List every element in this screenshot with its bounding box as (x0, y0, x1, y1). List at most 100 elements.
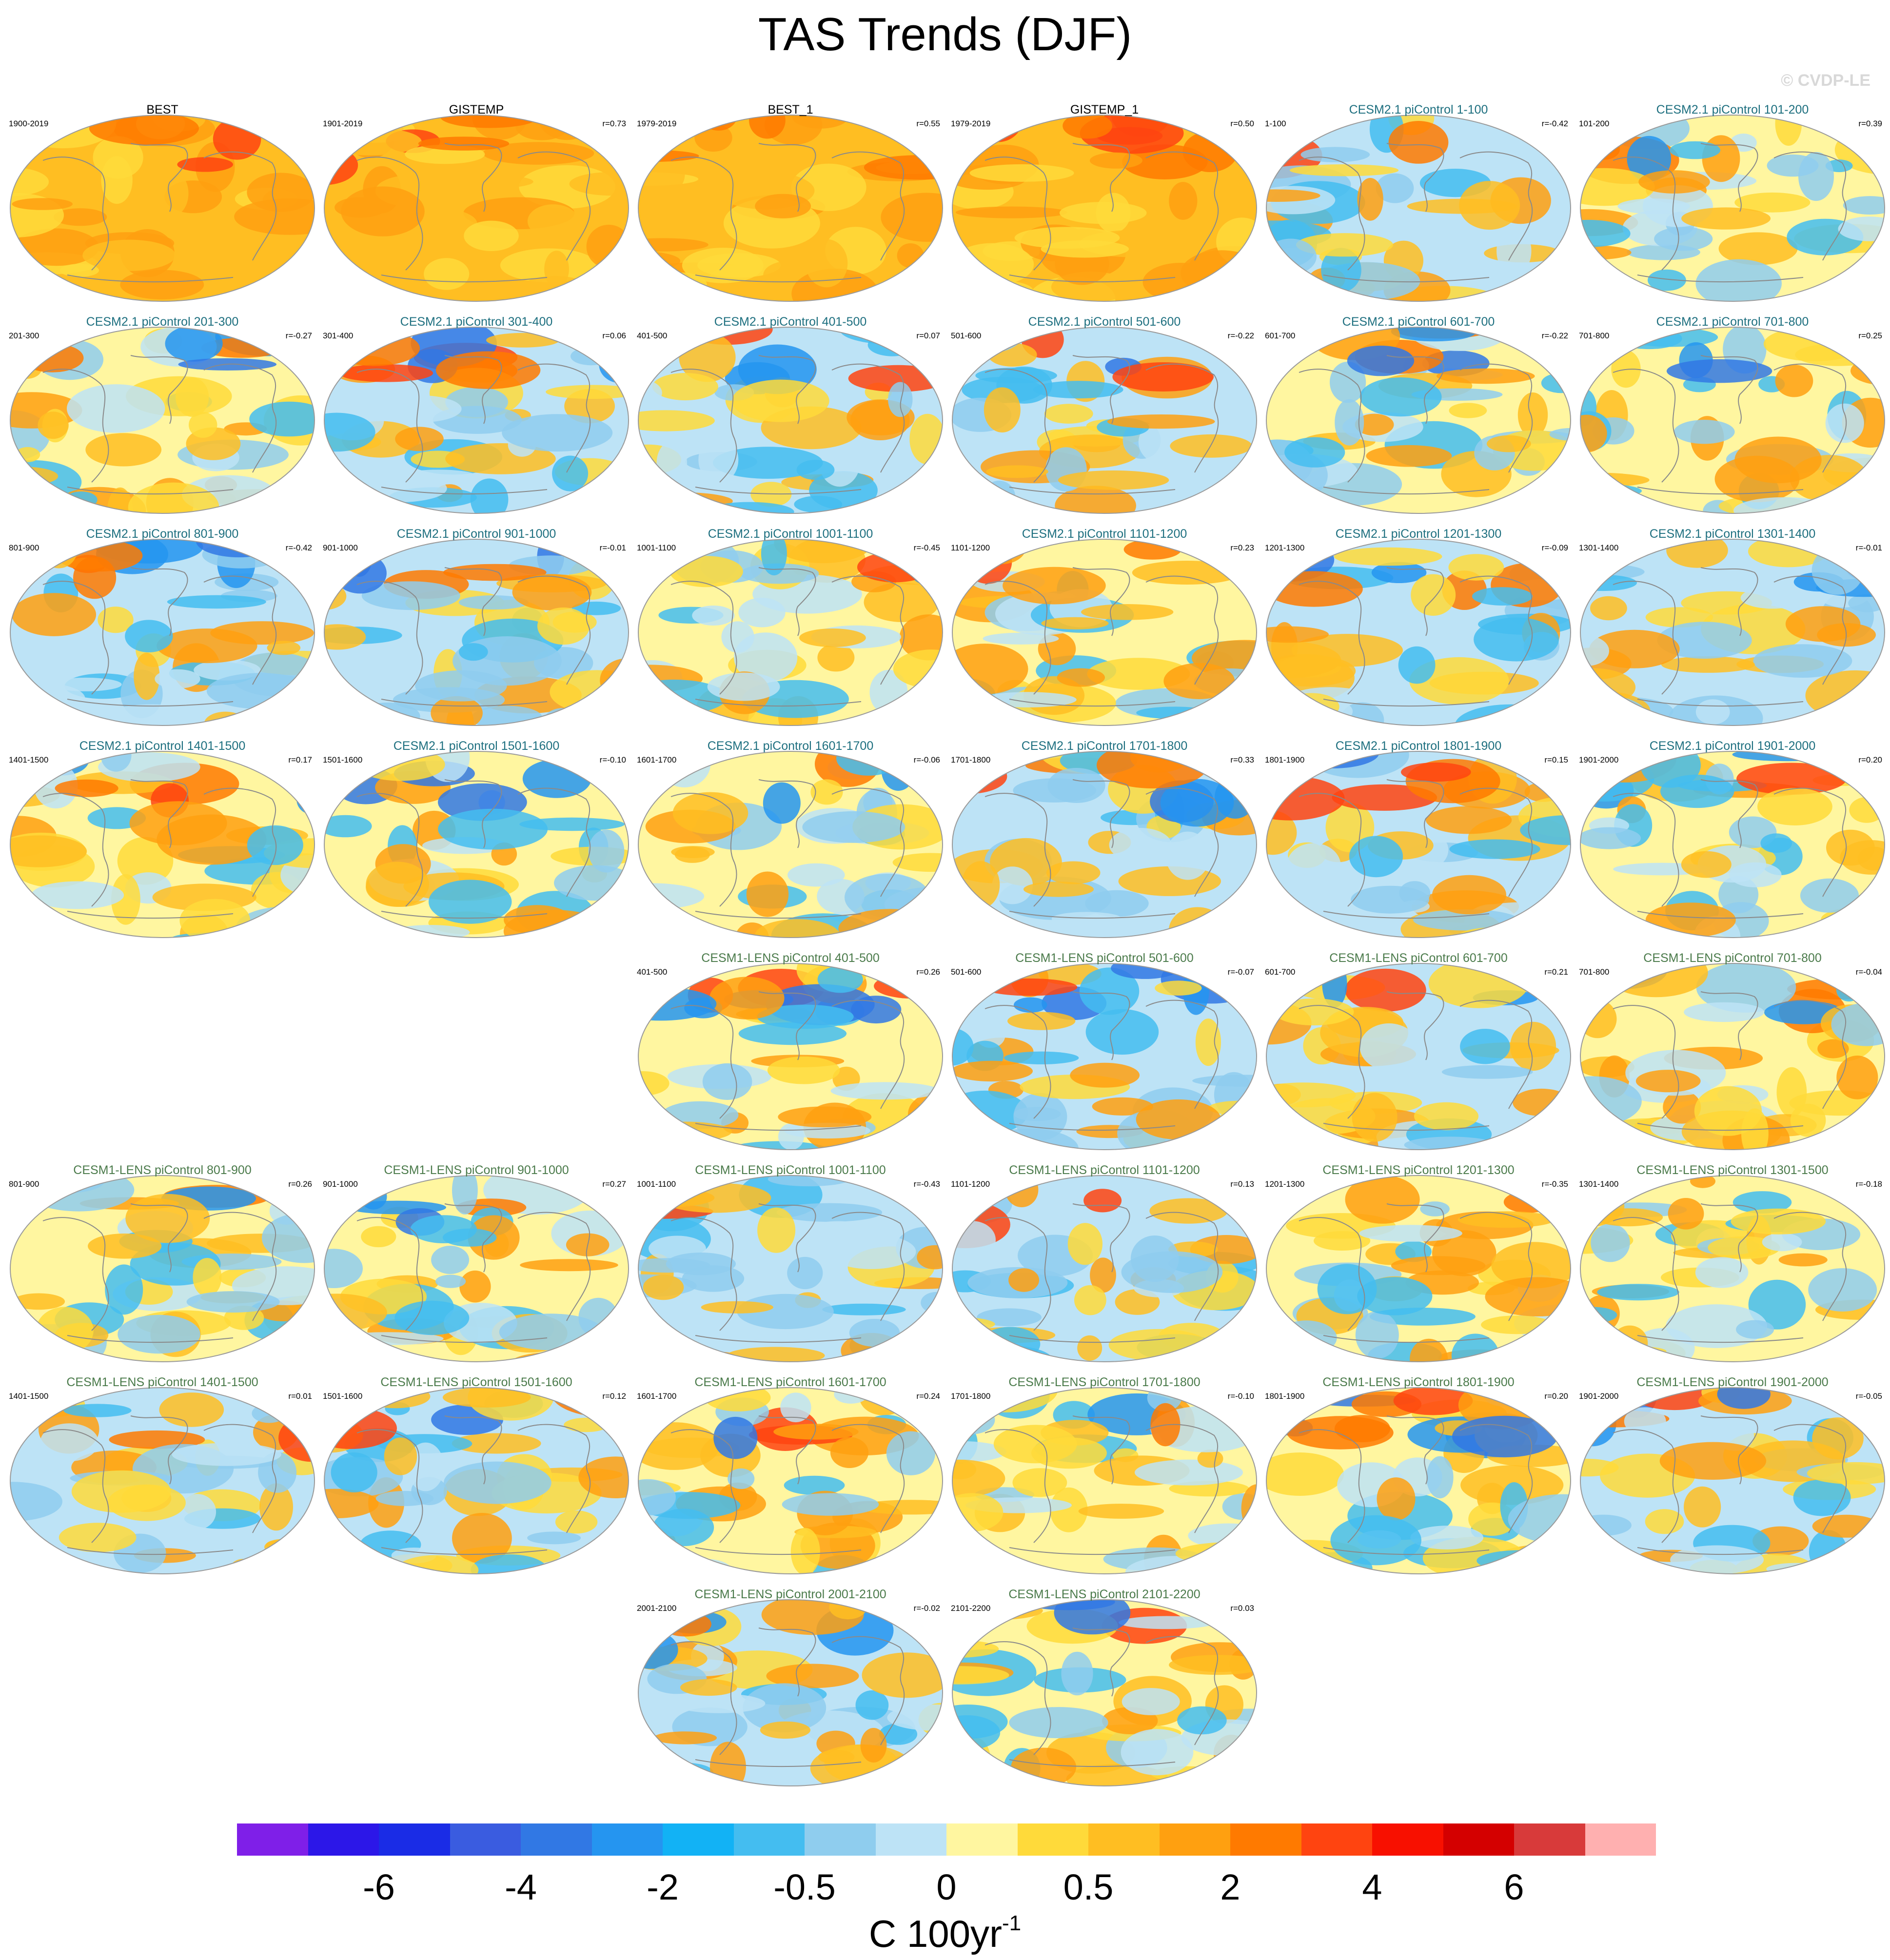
panel-period-label: 1101-1200 (951, 543, 990, 552)
panel-title: CESM2.1 piControl 1401-1500 (79, 739, 246, 753)
panel-period-label: 1801-1900 (1265, 755, 1305, 764)
panel-period-label: 2101-2200 (951, 1604, 991, 1613)
colorbar-box (237, 1823, 308, 1856)
colorbar-box (308, 1823, 379, 1856)
panel-correlation-label: r=-0.35 (1541, 1179, 1568, 1189)
map-panel: CESM1-LENS piControl 1601-1700 1601-1700 r… (637, 1375, 944, 1575)
panel-period-label: 701-800 (1579, 967, 1610, 977)
trend-map (638, 1387, 943, 1574)
map-panel: CESM1-LENS piControl 601-700 601-700 r=0.2… (1265, 951, 1572, 1151)
map-panel: CESM2.1 piControl 1801-1900 1801-1900 r=0.… (1265, 739, 1572, 939)
trend-map (638, 1599, 943, 1786)
colorbar-tick-label: -6 (363, 1867, 395, 1907)
panel-title: CESM1-LENS piControl 401-500 (701, 951, 880, 965)
map-panel: CESM1-LENS piControl 1701-1800 1701-1800 r… (951, 1375, 1258, 1575)
panel-correlation-label: r=0.24 (916, 1392, 940, 1401)
colorbar-box (946, 1823, 1018, 1856)
panel-period-label: 2001-2100 (637, 1604, 677, 1613)
panel-period-label: 301-400 (323, 331, 354, 340)
panel-correlation-label: r=-0.01 (599, 543, 626, 552)
trend-map (952, 327, 1257, 514)
panel-title: GISTEMP (449, 103, 504, 117)
panel-correlation-label: r=-0.22 (1227, 331, 1254, 340)
panel-period-label: 1501-1600 (323, 1392, 363, 1401)
map-panel: CESM2.1 piControl 801-900 801-900 r=-0.42 (9, 527, 316, 726)
panel-period-label: 1901-2019 (323, 119, 363, 128)
panel-period-label: 1001-1100 (637, 543, 676, 552)
panel-period-label: 401-500 (637, 967, 668, 977)
panel-period-label: 1501-1600 (323, 755, 363, 764)
panel-correlation-label: r=-0.06 (913, 755, 940, 764)
colorbar-box (1159, 1823, 1230, 1856)
panel-title: CESM2.1 piControl 1901-2000 (1649, 739, 1816, 753)
panel-title: CESM1-LENS piControl 2001-2100 (694, 1588, 886, 1601)
panel-period-label: 801-900 (9, 543, 39, 552)
panel-title: CESM1-LENS piControl 1201-1300 (1322, 1163, 1515, 1177)
panel-correlation-label: r=-0.42 (285, 543, 312, 552)
colorbar-box (1514, 1823, 1585, 1856)
panel-title: CESM2.1 piControl 101-200 (1656, 103, 1809, 117)
trend-map (638, 751, 943, 938)
trend-map (10, 327, 315, 514)
panel-correlation-label: r=-0.42 (1541, 119, 1568, 128)
trend-map (1580, 963, 1885, 1150)
map-panel: GISTEMP 1901-2019 r=0.73 (323, 102, 630, 302)
trend-map (952, 1387, 1257, 1574)
map-panel: CESM2.1 piControl 1901-2000 1901-2000 r=0.… (1579, 739, 1886, 939)
panel-correlation-label: r=0.03 (1230, 1604, 1254, 1613)
panel-period-label: 1701-1800 (951, 1392, 991, 1401)
colorbar-tick-label: -0.5 (773, 1867, 836, 1907)
colorbar-tick-label: 4 (1362, 1867, 1382, 1907)
map-panel: CESM1-LENS piControl 1301-1500 1301-1400 r… (1579, 1163, 1886, 1363)
panel-period-label: 201-300 (9, 331, 39, 340)
panel-period-label: 801-900 (9, 1179, 39, 1189)
panel-correlation-label: r=0.50 (1230, 119, 1254, 128)
panel-title: CESM1-LENS piControl 1701-1800 (1008, 1375, 1201, 1389)
panel-period-label: 1801-1900 (1265, 1392, 1305, 1401)
panel-title: CESM1-LENS piControl 1401-1500 (66, 1375, 258, 1389)
panel-correlation-label: r=-0.45 (913, 543, 940, 552)
map-panel: CESM1-LENS piControl 501-600 501-600 r=-0.… (951, 951, 1258, 1151)
panel-title: CESM2.1 piControl 1-100 (1349, 103, 1488, 117)
panel-title: CESM1-LENS piControl 1301-1500 (1636, 1163, 1829, 1177)
map-panel: CESM2.1 piControl 501-600 501-600 r=-0.22 (951, 314, 1258, 514)
panel-title: BEST (146, 103, 178, 117)
panel-title: CESM2.1 piControl 801-900 (86, 527, 239, 541)
colorbar-box (663, 1823, 734, 1856)
map-panel: CESM2.1 piControl 1-100 1-100 r=-0.42 (1265, 102, 1572, 302)
panel-period-label: 1301-1400 (1579, 543, 1619, 552)
panel-period-label: 1401-1500 (9, 755, 49, 764)
panel-correlation-label: r=-0.10 (1227, 1392, 1254, 1401)
panel-title: CESM2.1 piControl 301-400 (400, 315, 553, 329)
panel-period-label: 701-800 (1579, 331, 1610, 340)
colorbar (237, 1823, 1656, 1856)
panel-period-label: 1401-1500 (9, 1392, 49, 1401)
trend-map (638, 327, 943, 514)
panel-correlation-label: r=-0.18 (1855, 1179, 1882, 1189)
units-exponent: -1 (1002, 1911, 1022, 1935)
panel-title: CESM2.1 piControl 1501-1600 (393, 739, 560, 753)
panel-correlation-label: r=-0.43 (913, 1179, 940, 1189)
panel-title: CESM1-LENS piControl 701-800 (1643, 951, 1822, 965)
map-panel: CESM2.1 piControl 101-200 101-200 r=0.39 (1579, 102, 1886, 302)
panel-period-label: 901-1000 (323, 543, 358, 552)
map-panel: CESM2.1 piControl 601-700 601-700 r=-0.22 (1265, 314, 1572, 514)
colorbar-tick-label: -4 (505, 1867, 537, 1907)
map-panel: CESM1-LENS piControl 1501-1600 1501-1600 r… (323, 1375, 630, 1575)
panel-correlation-label: r=0.73 (602, 119, 626, 128)
map-panel: CESM1-LENS piControl 401-500 401-500 r=0.2… (637, 951, 944, 1151)
trend-map (1266, 751, 1571, 938)
panel-correlation-label: r=0.23 (1230, 543, 1254, 552)
colorbar-box (1372, 1823, 1443, 1856)
panel-correlation-label: r=0.33 (1230, 755, 1254, 764)
map-panel: CESM1-LENS piControl 801-900 801-900 r=0.2… (9, 1163, 316, 1363)
map-panel: CESM2.1 piControl 1401-1500 1401-1500 r=0.… (9, 739, 316, 939)
trend-map (324, 539, 629, 726)
panel-period-label: 1900-2019 (9, 119, 49, 128)
colorbar-box (1088, 1823, 1160, 1856)
trend-map (10, 115, 315, 302)
map-panel: CESM2.1 piControl 1101-1200 1101-1200 r=0.… (951, 527, 1258, 726)
panel-title: CESM1-LENS piControl 801-900 (73, 1163, 252, 1177)
colorbar-box (521, 1823, 592, 1856)
trend-map (638, 115, 943, 302)
